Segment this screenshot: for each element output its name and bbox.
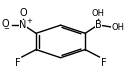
Text: OH: OH xyxy=(112,22,125,32)
Text: F: F xyxy=(101,58,106,68)
Text: +: + xyxy=(26,18,32,24)
Text: B: B xyxy=(95,20,102,30)
Text: F: F xyxy=(15,58,21,68)
Text: N: N xyxy=(19,20,27,30)
Text: −: − xyxy=(4,26,10,32)
Text: O: O xyxy=(19,8,27,18)
Text: OH: OH xyxy=(92,9,105,18)
Text: O: O xyxy=(2,19,10,29)
